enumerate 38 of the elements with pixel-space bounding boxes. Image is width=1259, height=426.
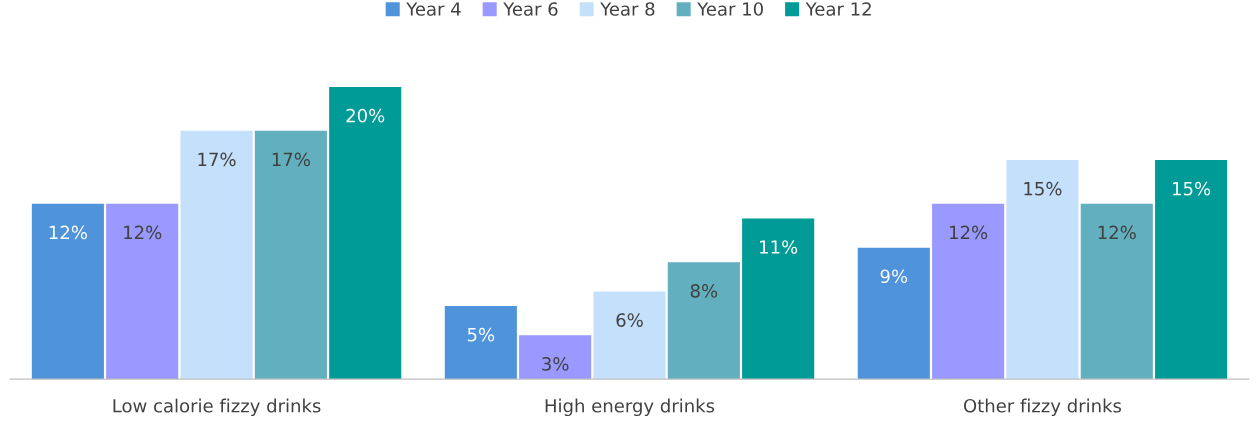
data-label: 6% bbox=[616, 313, 643, 327]
bar bbox=[742, 218, 815, 380]
bar bbox=[106, 203, 179, 380]
data-label: 11% bbox=[760, 240, 798, 254]
data-label: 8% bbox=[690, 284, 718, 298]
bar bbox=[180, 130, 253, 380]
x-tick-label: Low calorie fizzy drinks bbox=[113, 398, 321, 417]
data-label: 3% bbox=[542, 357, 569, 371]
data-label: 20% bbox=[346, 108, 385, 123]
bar bbox=[1006, 160, 1079, 380]
data-label: 12% bbox=[49, 225, 87, 240]
bar bbox=[519, 335, 592, 380]
bar bbox=[932, 203, 1005, 380]
bar bbox=[254, 130, 327, 380]
bar bbox=[1155, 160, 1228, 380]
data-label: 15% bbox=[1173, 181, 1211, 196]
data-label: 17% bbox=[272, 152, 310, 167]
data-label: 17% bbox=[198, 152, 236, 167]
data-label: 5% bbox=[467, 327, 495, 342]
legend-label: Year 4 bbox=[406, 2, 461, 16]
bar bbox=[593, 291, 666, 380]
legend-label: Year 10 bbox=[697, 2, 763, 16]
legend-label: Year 8 bbox=[600, 2, 655, 16]
bar bbox=[857, 247, 930, 380]
data-label: 12% bbox=[1098, 225, 1136, 240]
x-tick-label: High energy drinks bbox=[545, 398, 715, 417]
data-label: 15% bbox=[1024, 181, 1062, 196]
legend-label: Year 12 bbox=[805, 2, 871, 16]
data-label: 12% bbox=[124, 225, 162, 240]
data-label: 9% bbox=[880, 269, 908, 284]
x-tick-label: Other fizzy drinks bbox=[963, 398, 1122, 417]
legend-label: Year 6 bbox=[503, 2, 558, 16]
data-label: 12% bbox=[950, 225, 988, 240]
bar bbox=[31, 203, 104, 380]
bar bbox=[1080, 203, 1153, 380]
bar bbox=[444, 306, 517, 380]
bar bbox=[667, 262, 740, 380]
bar bbox=[329, 87, 402, 380]
